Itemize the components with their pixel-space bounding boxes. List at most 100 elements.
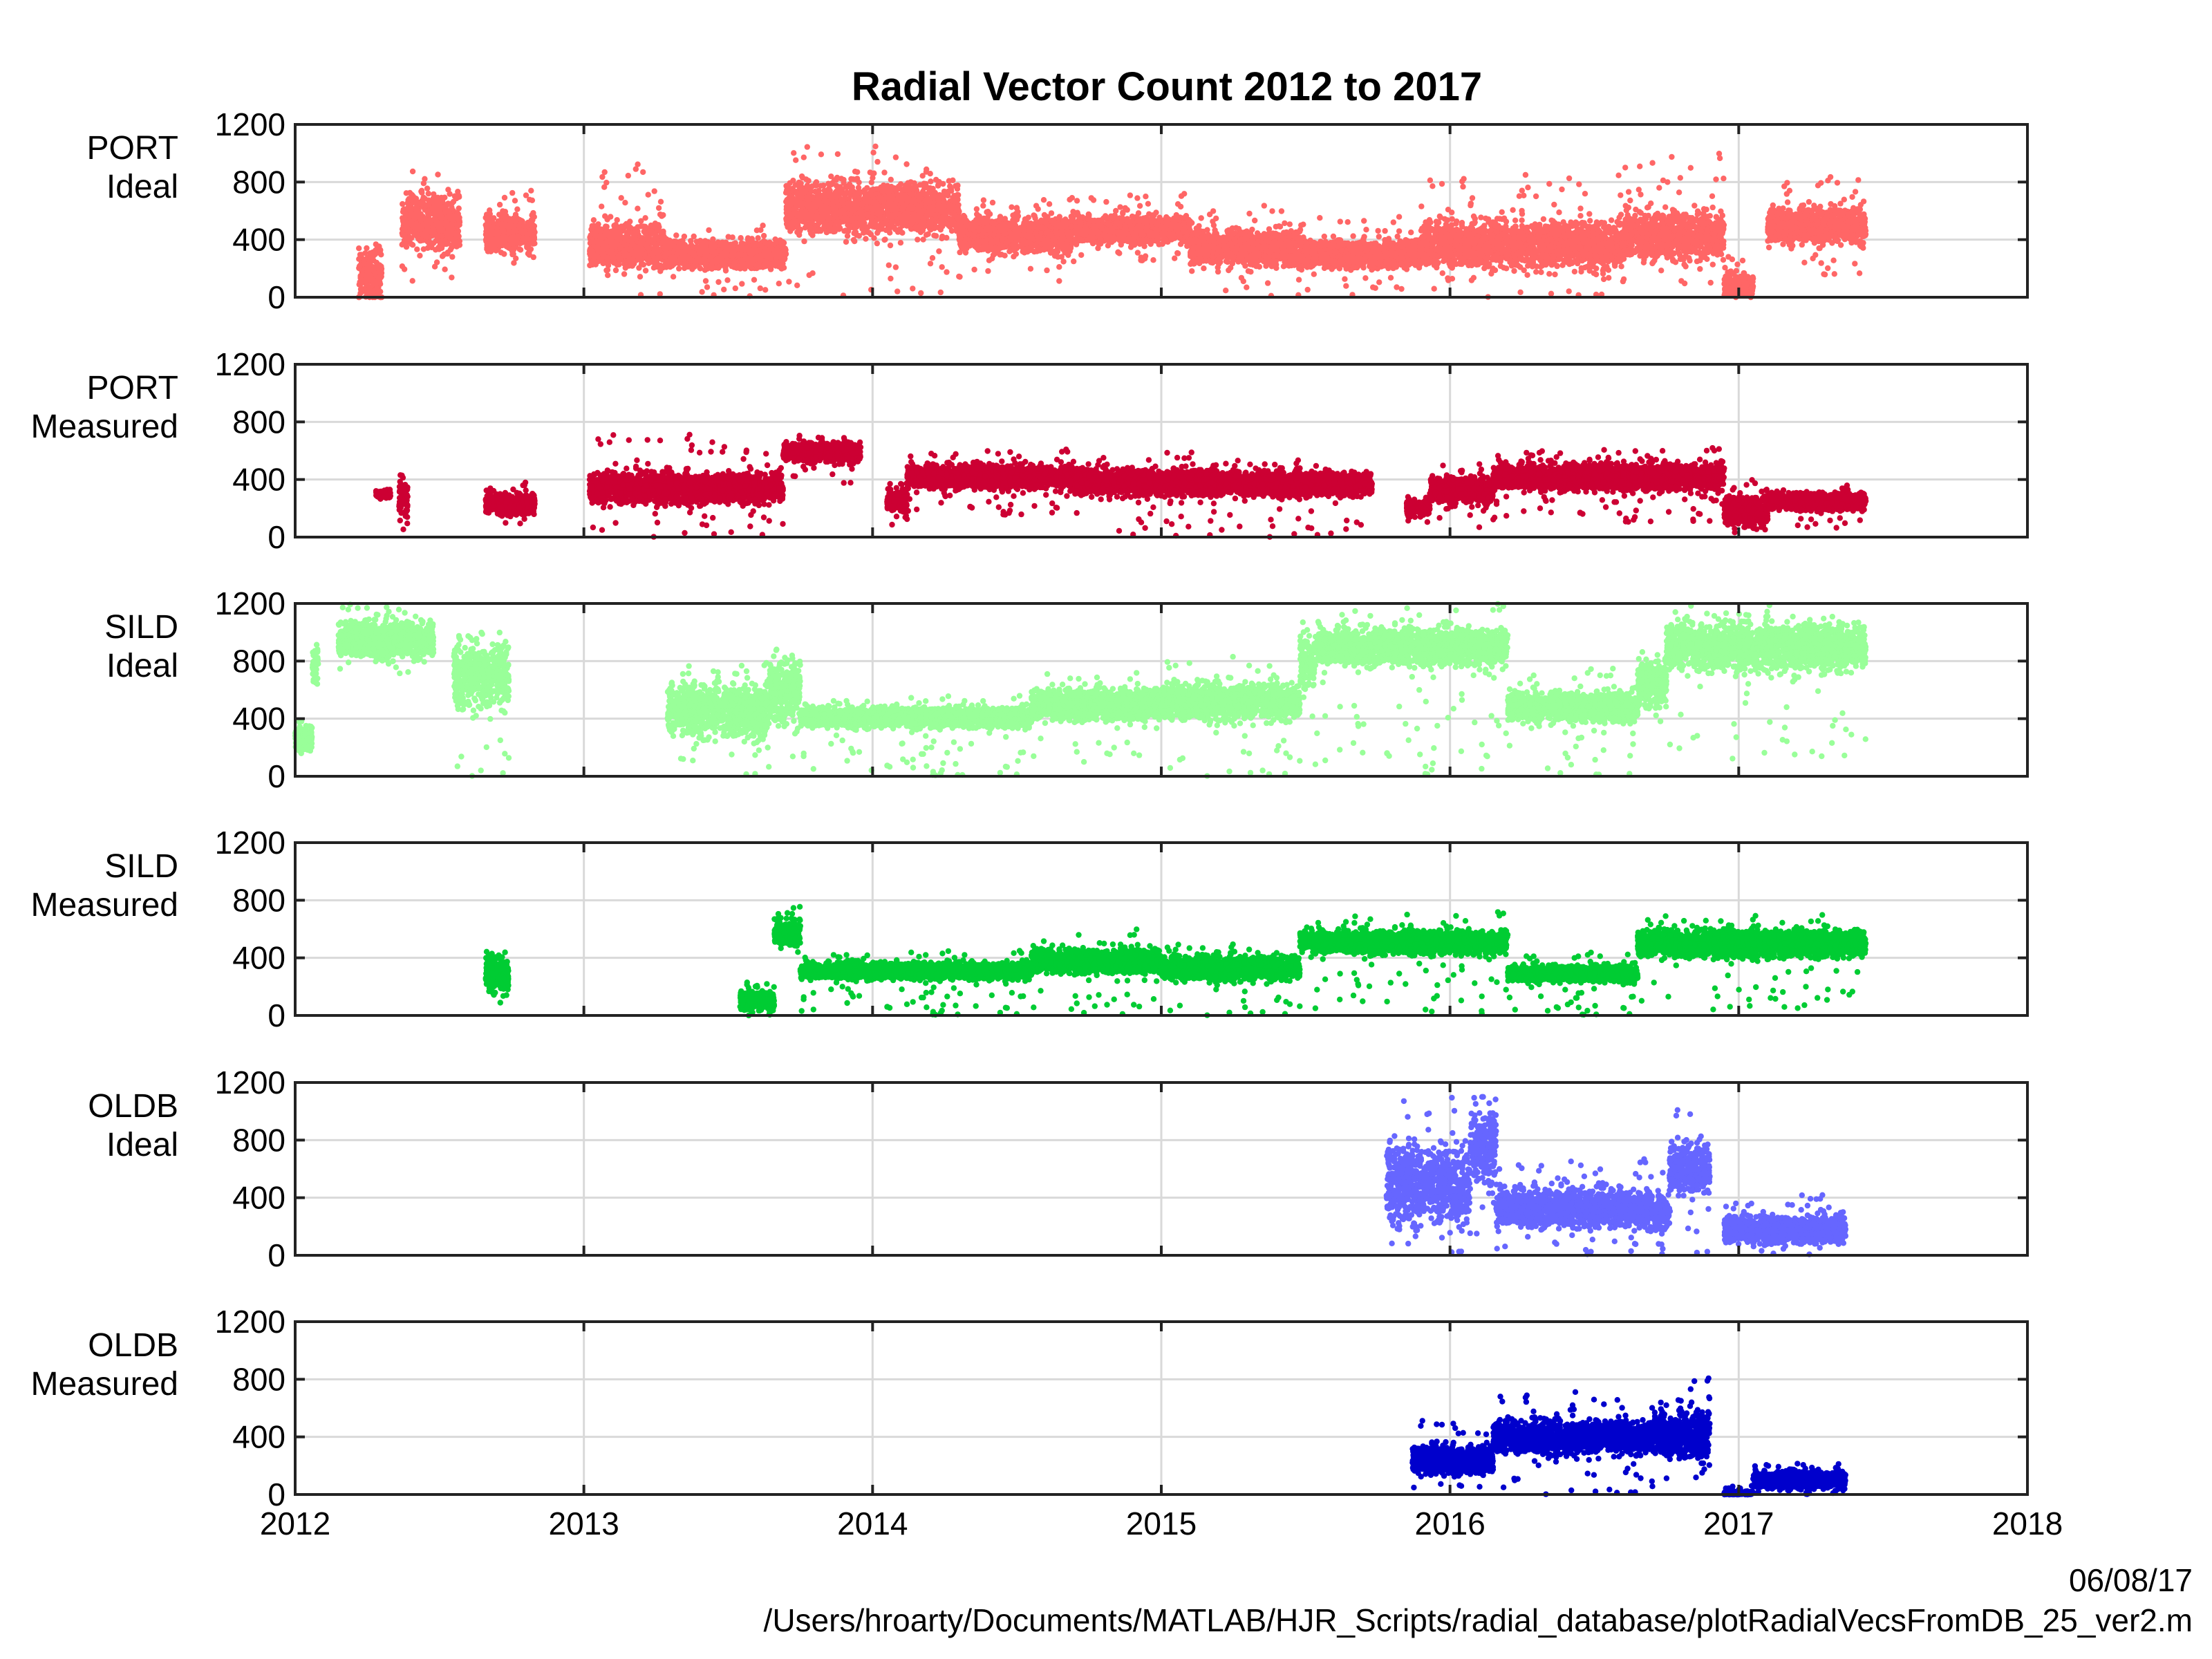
data-point xyxy=(378,252,384,258)
data-point xyxy=(612,221,619,228)
data-point xyxy=(442,266,448,272)
data-point xyxy=(417,252,423,259)
data-point xyxy=(590,252,596,258)
data-point xyxy=(452,194,458,200)
data-point xyxy=(494,225,500,231)
data-point xyxy=(874,223,881,229)
data-point xyxy=(973,206,980,212)
data-point xyxy=(874,206,881,212)
data-point xyxy=(892,154,899,160)
data-point xyxy=(621,247,628,254)
data-point xyxy=(421,221,427,227)
data-point xyxy=(697,250,704,256)
data-point xyxy=(738,235,744,241)
data-point xyxy=(897,181,904,187)
data-point xyxy=(668,254,675,261)
data-point xyxy=(980,197,987,203)
data-point xyxy=(501,194,508,201)
data-point xyxy=(936,248,942,254)
data-point xyxy=(910,285,916,292)
data-point xyxy=(847,211,853,218)
data-point xyxy=(449,221,456,227)
data-point xyxy=(749,248,756,255)
data-point xyxy=(853,198,859,205)
data-point xyxy=(449,244,455,251)
data-point xyxy=(939,264,945,270)
data-point xyxy=(512,198,518,204)
data-point xyxy=(604,257,611,263)
data-point xyxy=(642,268,649,274)
data-point xyxy=(659,213,665,219)
data-point xyxy=(368,254,375,260)
data-point xyxy=(606,249,612,256)
data-point xyxy=(456,238,462,245)
data-point xyxy=(523,223,529,229)
data-point xyxy=(733,265,740,271)
data-point xyxy=(514,206,521,212)
data-point xyxy=(626,223,632,229)
data-point xyxy=(422,176,428,182)
data-point xyxy=(939,219,946,225)
data-point xyxy=(823,200,830,207)
data-point xyxy=(715,279,722,285)
data-point xyxy=(530,227,536,233)
data-point xyxy=(529,233,536,240)
data-point xyxy=(940,180,946,187)
data-point xyxy=(870,149,877,156)
data-point xyxy=(818,182,824,189)
data-point xyxy=(918,290,924,297)
data-point xyxy=(503,216,509,223)
data-point xyxy=(985,268,991,274)
data-point xyxy=(868,221,874,227)
data-point xyxy=(702,278,709,284)
data-point xyxy=(980,203,986,209)
data-point xyxy=(928,178,934,185)
data-point xyxy=(852,221,858,228)
data-point xyxy=(1040,197,1047,203)
data-point xyxy=(616,229,623,235)
data-point xyxy=(629,241,636,247)
data-point xyxy=(744,255,750,262)
data-point xyxy=(447,191,453,197)
data-point xyxy=(724,277,731,283)
data-point xyxy=(651,188,657,194)
data-point xyxy=(885,203,891,209)
data-point xyxy=(601,184,608,190)
data-point xyxy=(433,247,439,253)
data-point xyxy=(921,185,928,191)
data-point xyxy=(800,200,807,207)
data-point xyxy=(836,211,843,217)
data-point xyxy=(627,258,633,264)
data-point xyxy=(713,257,719,263)
data-point xyxy=(748,265,755,272)
data-point xyxy=(953,183,959,189)
data-point xyxy=(879,187,886,194)
data-point xyxy=(403,241,409,247)
data-point xyxy=(867,169,874,176)
data-point xyxy=(809,209,815,215)
data-point xyxy=(704,284,711,290)
data-point xyxy=(883,195,890,201)
data-point xyxy=(804,182,811,189)
data-point xyxy=(697,265,703,271)
data-point xyxy=(514,216,520,223)
data-point xyxy=(927,261,934,267)
data-point xyxy=(706,227,712,234)
data-point xyxy=(872,143,879,149)
data-point xyxy=(676,265,682,272)
data-point xyxy=(892,264,899,270)
data-point xyxy=(625,252,632,259)
data-point xyxy=(894,288,901,294)
data-point xyxy=(529,212,535,218)
data-point xyxy=(602,240,608,246)
data-point xyxy=(855,215,862,221)
data-point xyxy=(1046,201,1053,207)
data-point xyxy=(438,194,444,201)
data-point xyxy=(454,210,460,216)
data-point xyxy=(509,189,516,196)
data-point xyxy=(946,202,953,208)
data-point xyxy=(435,171,441,178)
data-point xyxy=(899,200,905,207)
